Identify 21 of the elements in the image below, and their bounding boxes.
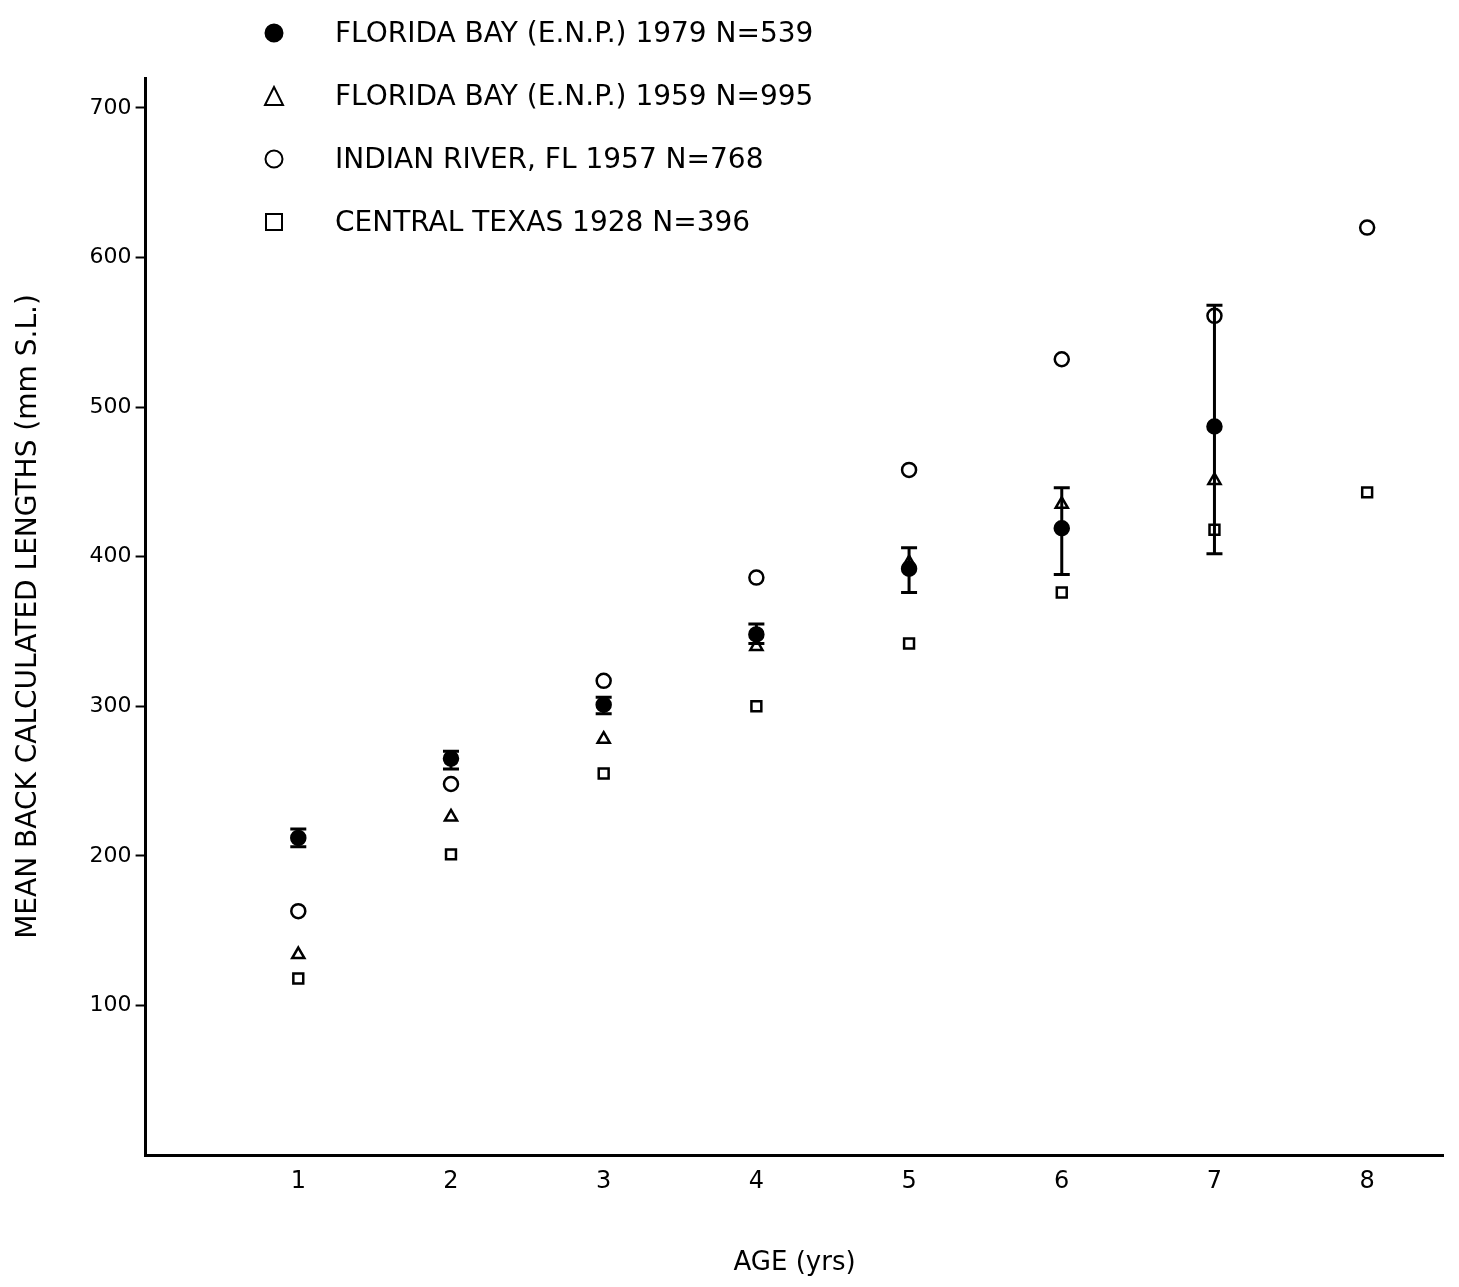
- x-tick-label: 3: [596, 1165, 612, 1194]
- y-tick-label: 100: [89, 991, 132, 1017]
- legend-label: CENTRAL TEXAS 1928 N=396: [335, 205, 751, 238]
- y-tick-label: 600: [89, 243, 132, 269]
- y-axis-title: MEAN BACK CALCULATED LENGTHS (mm S.L.): [10, 294, 44, 939]
- y-tick-label: 700: [89, 93, 132, 119]
- legend-label: FLORIDA BAY (E.N.P.) 1959 N=995: [335, 79, 814, 112]
- x-tick-label: 1: [290, 1165, 306, 1194]
- y-tick-label: 200: [89, 841, 132, 867]
- x-tick-label: 7: [1206, 1165, 1223, 1194]
- x-tick-label: 8: [1359, 1165, 1375, 1194]
- y-tick-label: 400: [89, 542, 132, 568]
- x-tick-label: 4: [748, 1165, 765, 1194]
- x-axis-title: AGE (yrs): [733, 1246, 856, 1277]
- legend-label: INDIAN RIVER, FL 1957 N=768: [335, 142, 764, 175]
- legend-label: FLORIDA BAY (E.N.P.) 1979 N=539: [335, 16, 814, 49]
- y-tick-label: 300: [89, 691, 132, 717]
- y-tick-label: 500: [89, 392, 132, 418]
- x-tick-label: 2: [443, 1165, 459, 1194]
- x-tick-label: 5: [901, 1165, 917, 1194]
- x-tick-label: 6: [1054, 1165, 1070, 1194]
